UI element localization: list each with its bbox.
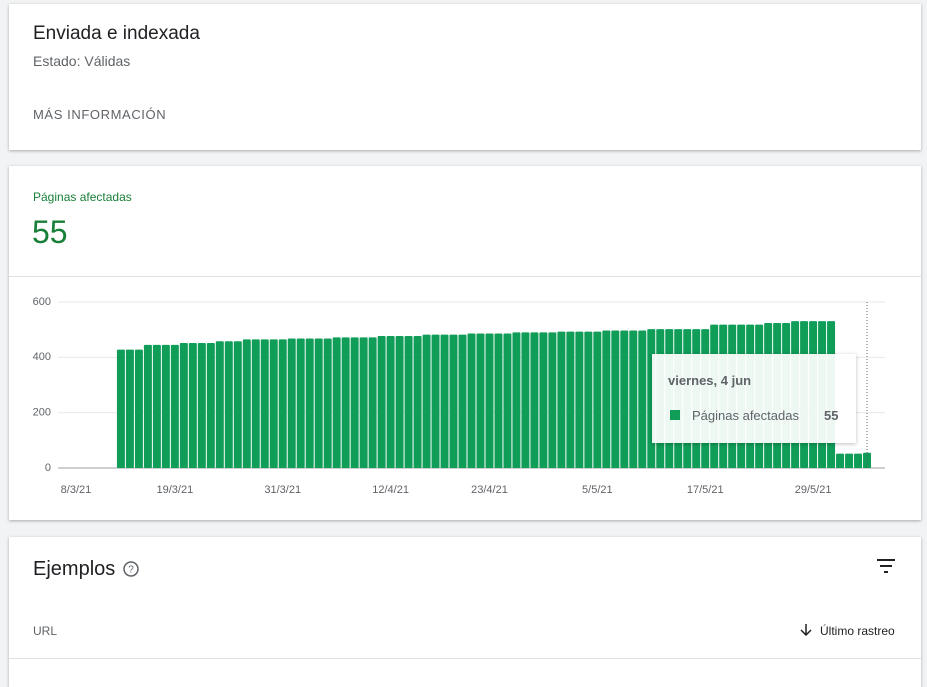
y-tick-label: 600 xyxy=(33,296,51,308)
bar xyxy=(341,337,350,468)
bar xyxy=(467,333,476,468)
more-info-link[interactable]: MÁS INFORMACIÓN xyxy=(33,107,167,122)
bar xyxy=(143,344,152,468)
tooltip-swatch xyxy=(670,410,680,420)
x-tick-label: 5/5/21 xyxy=(582,484,613,496)
bar xyxy=(629,330,638,468)
divider xyxy=(9,276,921,277)
tooltip: viernes, 4 jun Páginas afectadas 55 xyxy=(652,354,856,443)
bar xyxy=(485,333,494,468)
bar xyxy=(638,330,647,468)
bar xyxy=(260,339,269,468)
bar xyxy=(359,337,368,468)
bar xyxy=(557,331,566,468)
bar xyxy=(521,332,530,468)
bar xyxy=(377,336,386,468)
bar xyxy=(161,344,170,468)
bar xyxy=(593,331,602,468)
svg-text:?: ? xyxy=(128,565,134,576)
bar xyxy=(251,339,260,468)
bar xyxy=(539,332,548,468)
bar xyxy=(422,334,431,468)
bar xyxy=(512,332,521,468)
bar xyxy=(404,336,413,468)
column-url[interactable]: URL xyxy=(33,624,58,638)
bar xyxy=(287,338,296,468)
tooltip-date: viernes, 4 jun xyxy=(668,373,752,388)
tooltip-series: Páginas afectadas xyxy=(692,408,799,423)
bar xyxy=(278,339,287,468)
bar xyxy=(314,338,323,468)
bar xyxy=(134,349,143,468)
bar xyxy=(611,330,620,468)
bar xyxy=(224,341,233,468)
bar xyxy=(152,344,161,468)
y-tick-label: 200 xyxy=(33,407,51,419)
bar xyxy=(368,337,377,468)
x-tick-label: 23/4/21 xyxy=(471,484,508,496)
x-tick-label: 19/3/21 xyxy=(157,484,194,496)
bar xyxy=(206,342,215,468)
bar xyxy=(620,330,629,468)
bar xyxy=(305,338,314,468)
bar xyxy=(179,342,188,468)
bar xyxy=(233,341,242,468)
bar xyxy=(836,453,845,468)
bar xyxy=(440,334,449,468)
bar xyxy=(458,334,467,468)
bar xyxy=(296,338,305,468)
bar xyxy=(386,336,395,468)
x-tick-label: 8/3/21 xyxy=(61,484,92,496)
x-tick-label: 31/3/21 xyxy=(264,484,301,496)
bar xyxy=(575,331,584,468)
bar xyxy=(215,341,224,468)
tooltip-value: 55 xyxy=(824,408,839,423)
bar xyxy=(395,336,404,468)
metric-label: Páginas afectadas xyxy=(33,190,132,204)
bar xyxy=(494,333,503,468)
help-icon[interactable]: ? xyxy=(122,560,140,578)
x-tick-label: 12/4/21 xyxy=(372,484,409,496)
x-tick-label: 29/5/21 xyxy=(795,484,832,496)
bar xyxy=(548,332,557,468)
metric-value: 55 xyxy=(32,214,68,250)
bar xyxy=(449,334,458,468)
y-tick-label: 400 xyxy=(33,351,51,363)
bar xyxy=(170,344,179,468)
x-tick-label: 17/5/21 xyxy=(687,484,724,496)
bar xyxy=(845,453,854,468)
bar xyxy=(503,333,512,468)
sort-icon[interactable] xyxy=(799,623,813,637)
bar xyxy=(188,342,197,468)
bar xyxy=(602,330,611,468)
bar xyxy=(332,337,341,468)
bar xyxy=(197,342,206,468)
bar xyxy=(350,337,359,468)
bar xyxy=(242,339,251,468)
bar xyxy=(863,452,872,468)
bar xyxy=(116,349,125,468)
column-last-crawl[interactable]: Último rastreo xyxy=(820,624,895,638)
bar xyxy=(530,332,539,468)
y-tick-label: 0 xyxy=(45,462,51,474)
examples-title: Ejemplos xyxy=(33,558,116,580)
status: Estado: Válidas xyxy=(33,53,131,69)
examples-card: Ejemplos ? URL Último rastreo xyxy=(9,537,921,687)
bar xyxy=(431,334,440,468)
bar xyxy=(323,338,332,468)
divider xyxy=(9,658,921,659)
bar xyxy=(584,331,593,468)
bar xyxy=(269,339,278,468)
title: Enviada e indexada xyxy=(33,23,200,44)
bar xyxy=(566,331,575,468)
bar xyxy=(125,349,134,468)
bar xyxy=(476,333,485,468)
status-card: Enviada e indexada Estado: Válidas MÁS I… xyxy=(9,4,921,150)
filter-icon[interactable] xyxy=(876,557,896,575)
bar xyxy=(413,336,422,468)
bar xyxy=(854,453,863,468)
